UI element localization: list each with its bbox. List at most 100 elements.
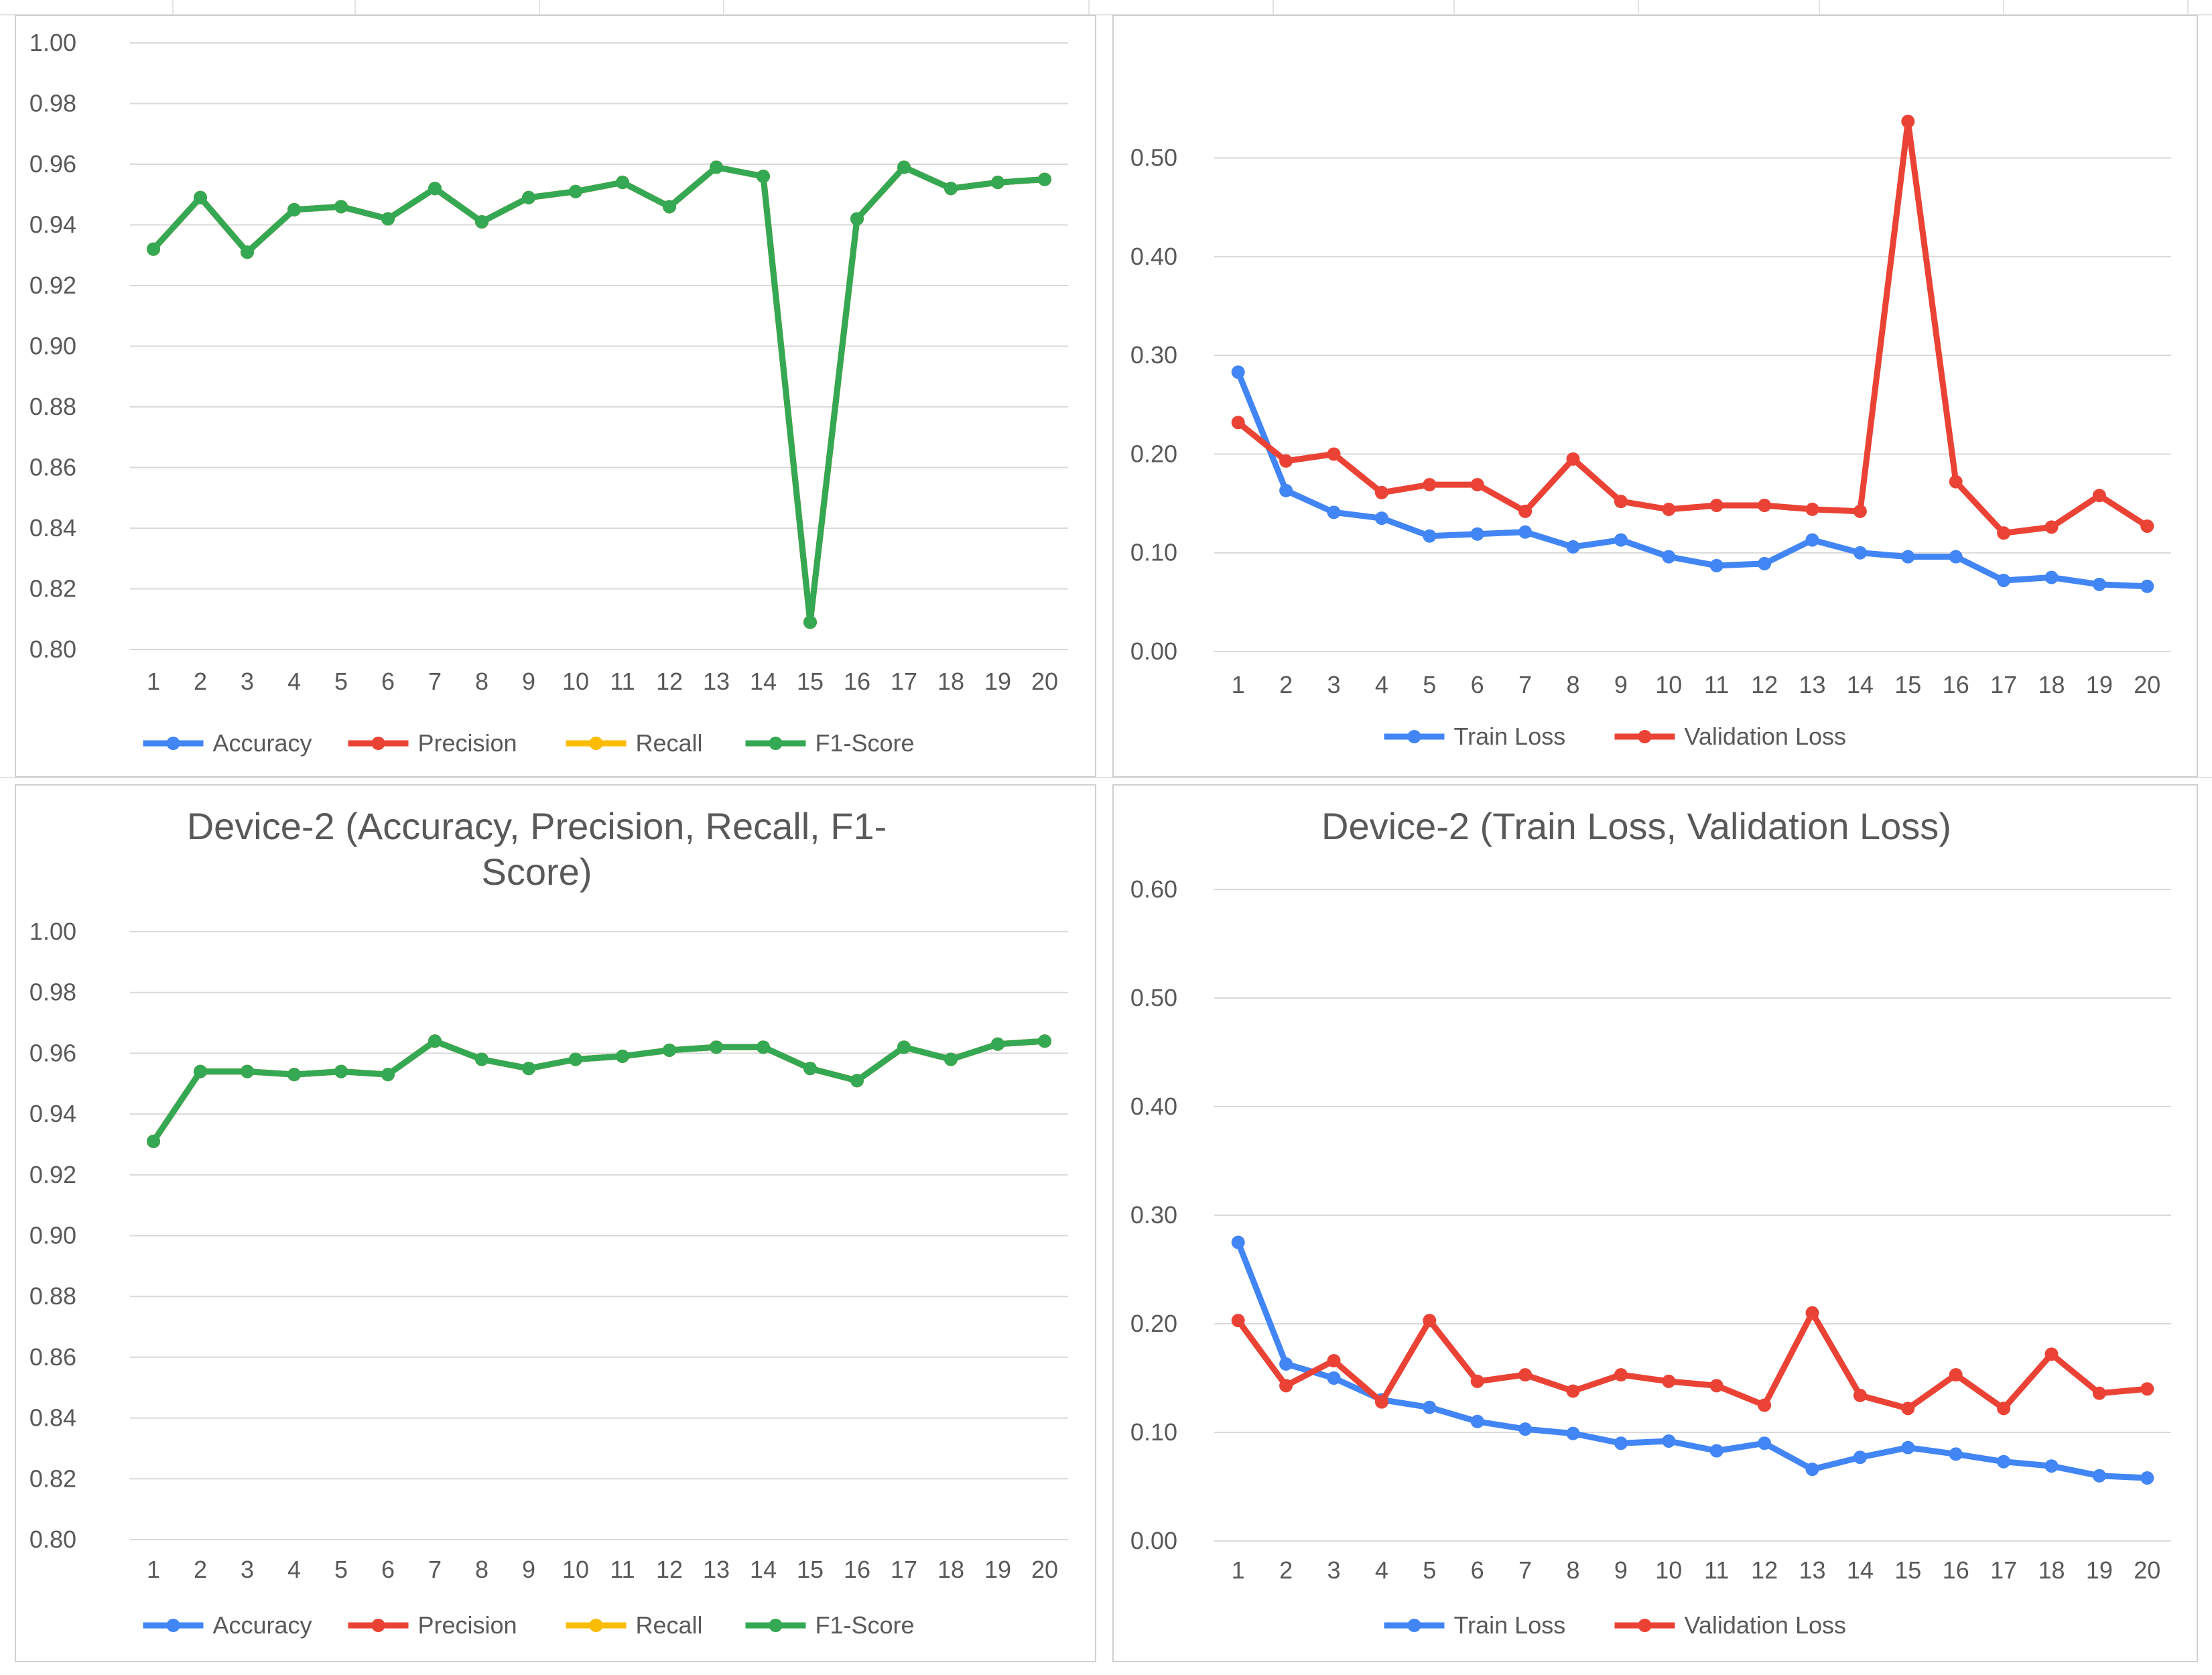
data-point-f1-score bbox=[850, 212, 864, 226]
data-point-validation-loss bbox=[1566, 1384, 1580, 1398]
legend-marker-train-loss bbox=[1407, 730, 1421, 743]
data-point-train-loss bbox=[2044, 570, 2059, 584]
x-tick-label: 7 bbox=[1518, 1556, 1532, 1584]
data-point-train-loss bbox=[1949, 1447, 1963, 1461]
legend-marker-train-loss bbox=[1407, 1619, 1421, 1632]
x-tick-label: 6 bbox=[381, 668, 395, 695]
data-point-validation-loss bbox=[1279, 454, 1293, 468]
x-tick-label: 16 bbox=[1943, 1556, 1969, 1584]
data-point-validation-loss bbox=[1709, 499, 1723, 513]
data-point-validation-loss bbox=[2092, 1386, 2106, 1400]
data-point-f1-score bbox=[569, 1052, 582, 1066]
x-tick-label: 2 bbox=[194, 1556, 207, 1583]
x-tick-label: 4 bbox=[1375, 1556, 1388, 1584]
x-tick-label: 13 bbox=[703, 1556, 730, 1583]
y-tick-label: 1.00 bbox=[29, 918, 76, 945]
data-point-train-loss bbox=[1423, 529, 1437, 543]
data-point-validation-loss bbox=[1518, 504, 1533, 518]
data-point-f1-score bbox=[381, 1068, 395, 1082]
x-tick-label: 20 bbox=[1031, 668, 1058, 695]
data-point-f1-score bbox=[991, 176, 1004, 190]
x-tick-label: 18 bbox=[937, 668, 964, 695]
x-tick-label: 7 bbox=[428, 1556, 442, 1583]
y-tick-label: 0.88 bbox=[29, 393, 76, 420]
data-point-validation-loss bbox=[2140, 1382, 2154, 1396]
y-tick-label: 0.98 bbox=[29, 979, 76, 1006]
data-point-validation-loss bbox=[1949, 475, 1963, 489]
data-point-train-loss bbox=[1949, 550, 1963, 564]
legend-marker-recall bbox=[589, 737, 603, 750]
x-tick-label: 6 bbox=[1471, 671, 1484, 698]
x-tick-label: 11 bbox=[1704, 1556, 1729, 1584]
data-point-f1-score bbox=[850, 1074, 864, 1088]
data-point-f1-score bbox=[616, 1049, 629, 1063]
chart-title-line: Device-2 (Train Loss, Validation Loss) bbox=[1321, 805, 1951, 847]
data-point-train-loss bbox=[1901, 1440, 1915, 1454]
x-tick-label: 8 bbox=[1566, 1556, 1579, 1584]
x-tick-label: 7 bbox=[428, 668, 442, 695]
chart-svg-device1-metrics: 1.00 0.98 0.96 0.94 0.92 0.90 0.88 0.86 0.84 0.82… bbox=[29, 29, 1068, 757]
data-point-train-loss bbox=[1853, 546, 1867, 560]
x-tick-label: 18 bbox=[2038, 671, 2065, 698]
x-tick-label: 10 bbox=[562, 668, 589, 695]
x-tick-label: 17 bbox=[1990, 1556, 2017, 1584]
x-tick-label: 1 bbox=[1232, 1556, 1245, 1584]
y-tick-label: 0.50 bbox=[1130, 144, 1177, 172]
x-tick-label: 11 bbox=[610, 1556, 635, 1583]
chart-panel-device1-loss[interactable]: 0.50 0.40 0.30 0.20 0.10 0.00 1 2 3 4 5 6 7 8 9 10 11 12… bbox=[1112, 15, 2198, 778]
data-point-validation-loss bbox=[2044, 1347, 2059, 1361]
x-tick-label: 13 bbox=[1799, 1556, 1825, 1584]
legend-label-train-loss: Train Loss bbox=[1454, 1611, 1566, 1639]
x-tick-label: 10 bbox=[1655, 671, 1682, 698]
data-point-f1-score bbox=[241, 245, 254, 259]
x-tick-label: 3 bbox=[1327, 671, 1340, 698]
data-point-f1-score bbox=[381, 212, 395, 226]
legend-marker-validation-loss bbox=[1638, 1619, 1652, 1632]
legend-label-accuracy: Accuracy bbox=[213, 1611, 312, 1639]
x-tick-label: 16 bbox=[844, 1556, 870, 1583]
data-point-train-loss bbox=[1566, 540, 1580, 554]
data-point-train-loss bbox=[2140, 1471, 2154, 1485]
x-tick-label: 15 bbox=[797, 1556, 824, 1583]
data-point-train-loss bbox=[2044, 1459, 2059, 1473]
y-tick-label: 0.00 bbox=[1130, 1527, 1177, 1554]
data-point-validation-loss bbox=[1374, 1395, 1388, 1409]
data-point-train-loss bbox=[1805, 1463, 1819, 1477]
series-line-f1-score bbox=[150, 1038, 1048, 1145]
data-point-validation-loss bbox=[1614, 495, 1628, 509]
series-line-accuracy bbox=[150, 164, 1048, 625]
data-point-f1-score bbox=[710, 1040, 723, 1054]
data-point-validation-loss bbox=[1662, 1374, 1676, 1388]
data-point-validation-loss bbox=[1231, 1314, 1245, 1328]
y-tick-label: 0.30 bbox=[1130, 341, 1177, 369]
x-tick-label: 15 bbox=[1894, 1556, 1921, 1584]
data-point-train-loss bbox=[1374, 511, 1388, 525]
data-point-train-loss bbox=[2140, 579, 2154, 593]
data-point-f1-score bbox=[194, 1064, 207, 1078]
y-tick-label: 0.90 bbox=[29, 1222, 76, 1249]
y-tick-label: 0.80 bbox=[29, 635, 76, 663]
chart-panel-device2-loss[interactable]: Device-2 (Train Loss, Validation Loss) 0… bbox=[1112, 784, 2198, 1662]
legend-label-f1-score: F1-Score bbox=[816, 1611, 915, 1639]
data-point-validation-loss bbox=[1901, 115, 1915, 129]
data-point-f1-score bbox=[475, 1052, 489, 1066]
legend-label-precision: Precision bbox=[418, 1611, 517, 1639]
chart-panel-device1-metrics[interactable]: 1.00 0.98 0.96 0.94 0.92 0.90 0.88 0.86 0.84 0.82… bbox=[15, 15, 1096, 778]
x-tick-label: 4 bbox=[287, 668, 301, 695]
x-tick-label: 10 bbox=[1655, 1556, 1682, 1584]
x-tick-label: 20 bbox=[1031, 1556, 1058, 1583]
data-point-f1-score bbox=[428, 182, 442, 196]
legend-marker-precision bbox=[371, 1619, 385, 1632]
data-point-train-loss bbox=[1327, 505, 1341, 519]
chart-panel-device2-metrics[interactable]: Device-2 (Accuracy, Precision, Recall, F… bbox=[15, 784, 1096, 1662]
data-point-f1-score bbox=[991, 1037, 1004, 1051]
data-point-f1-score bbox=[663, 1043, 676, 1057]
x-tick-label: 2 bbox=[1279, 1556, 1293, 1584]
legend-label-f1-score: F1-Score bbox=[816, 729, 915, 757]
legend-marker-accuracy bbox=[166, 737, 180, 750]
data-point-f1-score bbox=[757, 1040, 770, 1054]
data-point-validation-loss bbox=[1997, 1402, 2011, 1416]
chart-svg-device2-loss: Device-2 (Train Loss, Validation Loss) 0… bbox=[1130, 805, 2171, 1639]
x-tick-label: 7 bbox=[1518, 671, 1532, 698]
data-point-validation-loss bbox=[1374, 485, 1388, 499]
